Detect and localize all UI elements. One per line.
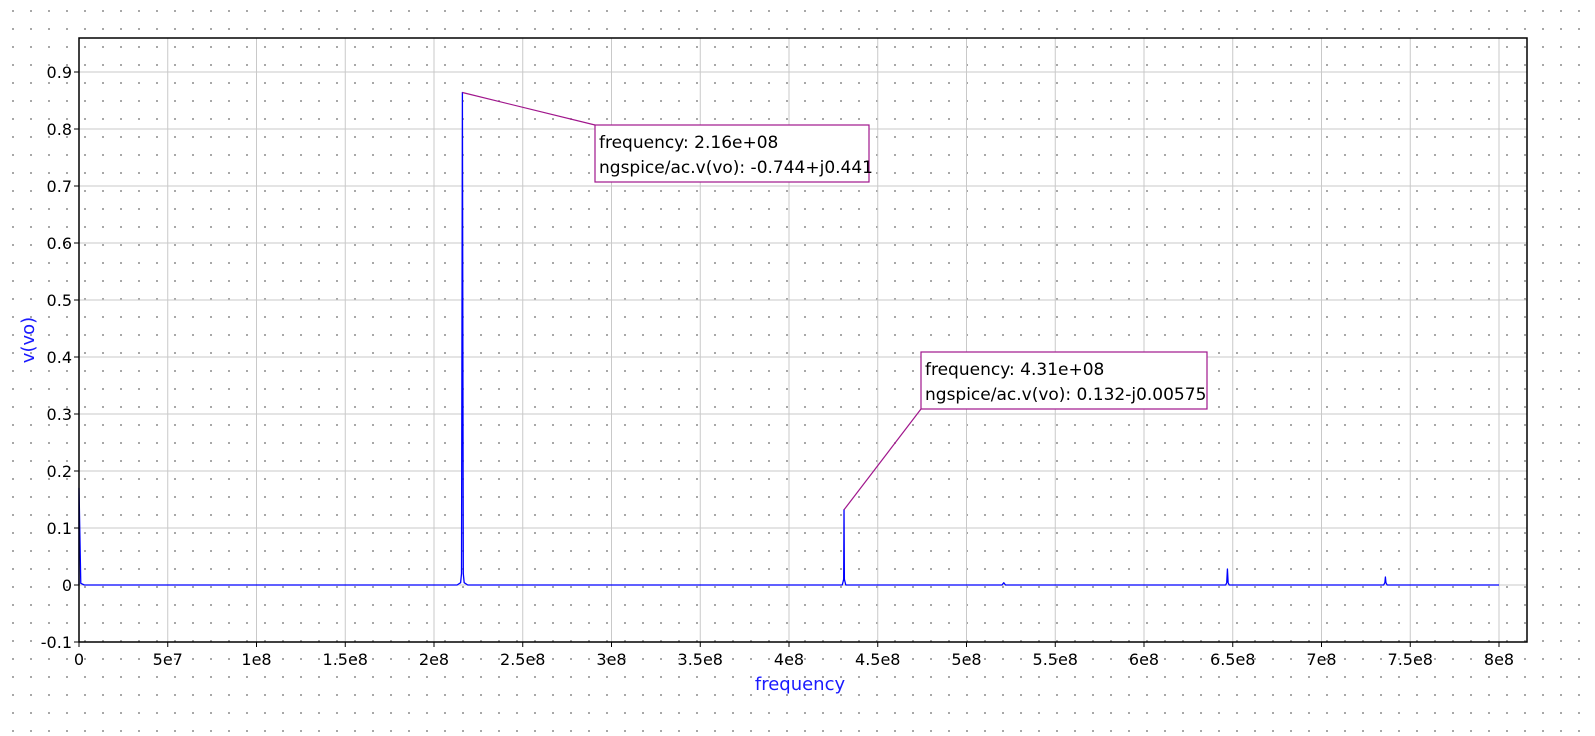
y-tick-label: 0.2: [47, 462, 72, 481]
x-tick-label: 1e8: [241, 650, 271, 669]
tick-marks: [74, 71, 1500, 647]
x-tick-label: 2e8: [419, 650, 449, 669]
y-tick-label: -0.1: [41, 633, 72, 652]
x-tick-label: 8e8: [1484, 650, 1514, 669]
marker-annotations: frequency: 2.16e+08 ngspice/ac.v(vo): -0.…: [462, 91, 1208, 511]
marker-text-line: ngspice/ac.v(vo): 0.132-j0.00575: [925, 385, 1206, 405]
marker-box: [594, 124, 870, 183]
x-tick-label: 7e8: [1306, 650, 1336, 669]
series-layer: [78, 91, 1499, 586]
marker-text-line: frequency: 4.31e+08: [925, 360, 1104, 380]
y-tick-label: 0.3: [47, 405, 72, 424]
y-tick-label: 0.8: [47, 120, 72, 139]
marker-box: [920, 351, 1208, 410]
y-tick-label: 0: [62, 576, 72, 595]
x-tick-label: 0: [74, 650, 84, 669]
x-tick-label: 6.5e8: [1210, 650, 1255, 669]
x-tick-label: 5e8: [951, 650, 981, 669]
x-tick-label: 7.5e8: [1388, 650, 1433, 669]
marker-text-line: frequency: 2.16e+08: [599, 133, 778, 153]
marker-leader-line: [843, 408, 922, 511]
x-tick-label: 6e8: [1129, 650, 1159, 669]
series-line-0[interactable]: [78, 91, 1499, 586]
y-tick-label: 0.7: [47, 177, 72, 196]
x-tick-label: 4e8: [774, 650, 804, 669]
y-tick-label: 0.1: [47, 519, 72, 538]
x-tick-label: 4.5e8: [855, 650, 900, 669]
marker-annotation-0[interactable]: frequency: 2.16e+08 ngspice/ac.v(vo): -0.…: [462, 91, 873, 183]
x-tick-label: 3.5e8: [678, 650, 723, 669]
marker-leader-line: [462, 91, 596, 126]
x-tick-label: 2.5e8: [500, 650, 545, 669]
x-tick-labels: 0 5e7 1e8 1.5e8 2e8 2.5e8 3e8 3.5e8 4e8 4.5e8 5e8 5…: [74, 650, 1514, 669]
x-tick-label: 5e7: [153, 650, 183, 669]
x-tick-label: 1.5e8: [323, 650, 368, 669]
x-tick-label: 5.5e8: [1033, 650, 1078, 669]
y-axis-title: v(vo): [18, 317, 39, 363]
plot-frame: [78, 37, 1528, 643]
y-tick-label: 0.5: [47, 291, 72, 310]
y-tick-label: 0.4: [47, 348, 72, 367]
x-tick-label: 3e8: [596, 650, 626, 669]
y-tick-labels: -0.1 0 0.1 0.2 0.3 0.4 0.5 0.6 0.7 0.8 0.9: [41, 63, 72, 652]
y-tick-label: 0.6: [47, 234, 72, 253]
marker-annotation-1[interactable]: frequency: 4.31e+08 ngspice/ac.v(vo): 0.1…: [843, 351, 1208, 511]
y-tick-label: 0.9: [47, 63, 72, 82]
x-axis-title: frequency: [755, 674, 846, 695]
marker-text-line: ngspice/ac.v(vo): -0.744+j0.441: [599, 158, 873, 178]
